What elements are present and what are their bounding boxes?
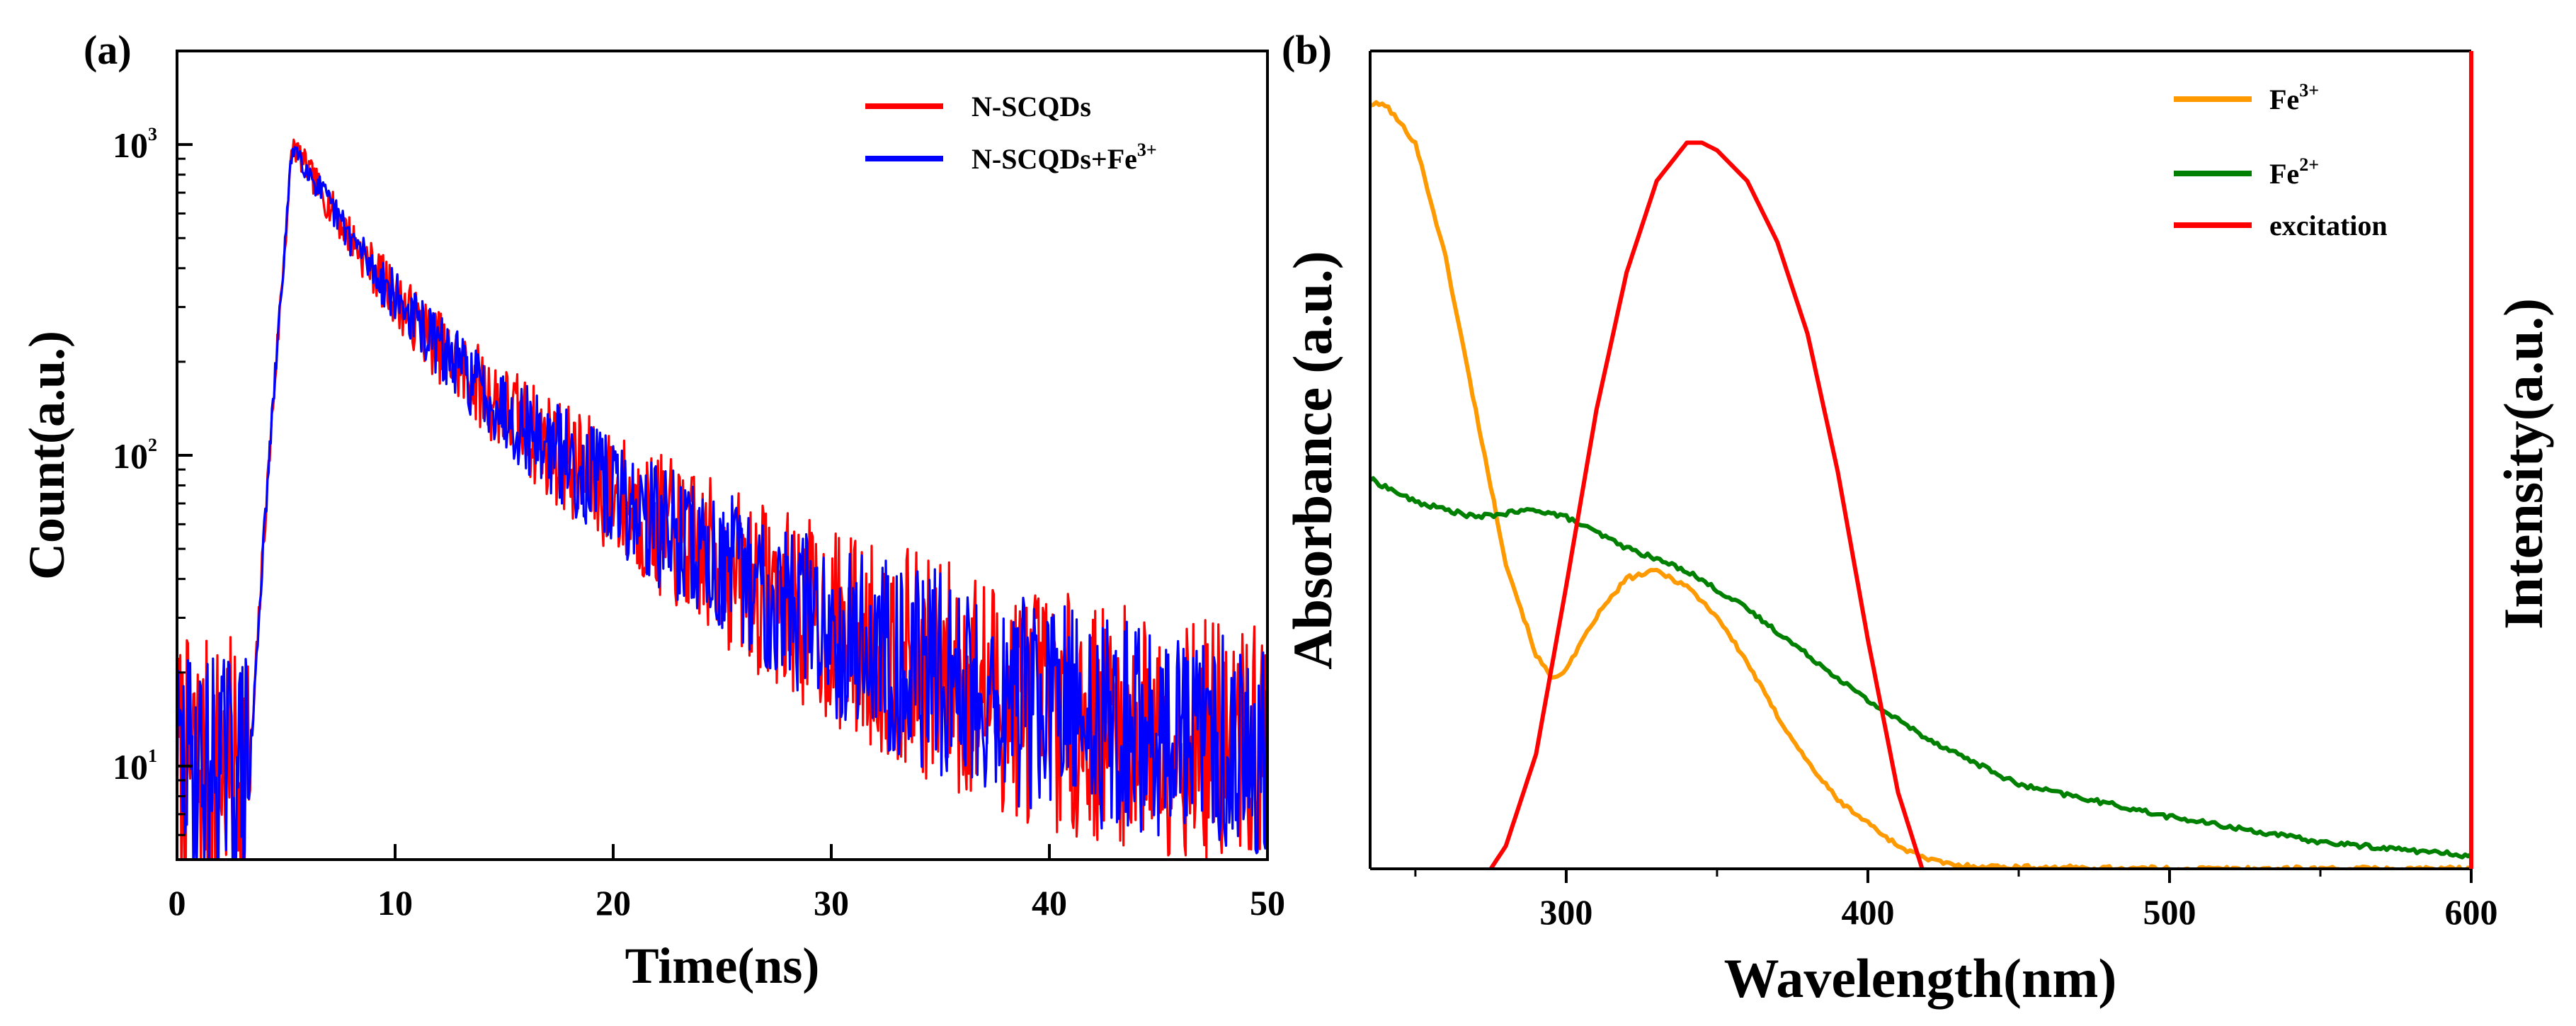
panel-a-y-tick-label: 103 — [113, 124, 157, 165]
panel-b-axes: 300 400 500 600 — [1414, 869, 2498, 932]
panel-a-label: (a) — [84, 27, 132, 73]
panel-b: (b) 300 400 500 600 Wavelength(nm) Absorban… — [1282, 27, 2554, 1009]
panel-b-x-tick-label: 300 — [1539, 892, 1592, 932]
legend-label-n-scqds-fe3: N-SCQDs+Fe3+ — [971, 139, 1157, 175]
panel-a-x-tick-label: 0 — [169, 883, 186, 923]
panel-b-x-tick-label: 600 — [2445, 892, 2498, 932]
panel-a-series-group — [177, 138, 1267, 860]
panel-a-x-tick-label: 10 — [377, 883, 413, 923]
series-fe2-line — [1370, 476, 2471, 860]
panel-a-axes: 0 10 20 30 40 50 101 102 103 — [113, 50, 1285, 923]
panel-a-y-axis-title: Count(a.u.) — [18, 331, 75, 580]
legend-label-fe3: Fe3+ — [2269, 80, 2319, 115]
legend-label-excitation: excitation — [2269, 210, 2388, 241]
panel-a: (a) 0 10 20 30 40 50 101 102 103 Time(ns) Count(… — [18, 27, 1285, 994]
panel-a-x-tick-label: 50 — [1250, 883, 1285, 923]
panel-a-x-tick-label: 20 — [595, 883, 631, 923]
series-excitation-line — [1488, 140, 1925, 869]
panel-a-y-tick-label: 102 — [113, 435, 157, 476]
panel-a-x-axis-title: Time(ns) — [625, 937, 820, 994]
panel-a-y-tick-label: 101 — [113, 746, 157, 787]
panel-b-left-y-axis-title: Absorbance (a.u.) — [1282, 251, 1343, 670]
panel-b-x-tick-label: 500 — [2143, 892, 2196, 932]
panel-b-label: (b) — [1282, 27, 1332, 73]
panel-b-right-y-axis-title: Intensity(a.u.) — [2492, 298, 2554, 629]
panel-b-x-axis-title: Wavelength(nm) — [1724, 947, 2117, 1009]
legend-label-n-scqds: N-SCQDs — [971, 91, 1091, 122]
panel-a-x-tick-label: 40 — [1032, 883, 1067, 923]
panel-b-legend: Fe3+ Fe2+ excitation — [2174, 80, 2388, 241]
series-n-scqds-fe3-line — [177, 146, 1267, 860]
legend-label-fe2: Fe2+ — [2269, 154, 2319, 190]
panel-a-legend: N-SCQDs N-SCQDs+Fe3+ — [865, 91, 1157, 175]
panel-b-x-tick-label: 400 — [1841, 892, 1894, 932]
panel-a-x-tick-label: 30 — [814, 883, 849, 923]
